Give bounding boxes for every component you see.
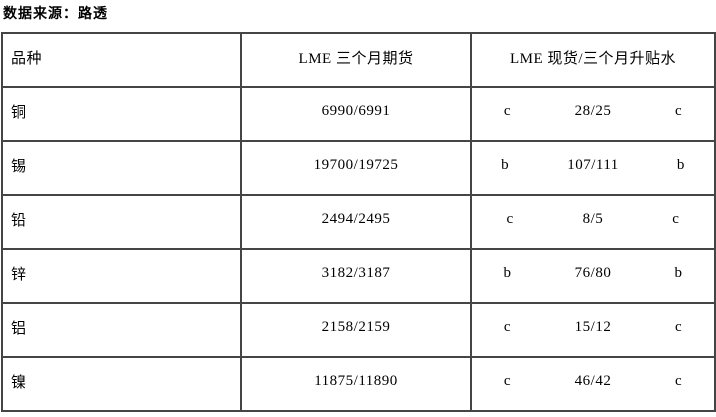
premium-cell: c 15/12 c bbox=[470, 302, 716, 358]
table-row-tin: 锡 19700/19725 b 107/111 b bbox=[1, 140, 716, 196]
premium-cell: b 76/80 b bbox=[470, 248, 716, 304]
table-row-lead: 铅 2494/2495 c 8/5 c bbox=[1, 194, 716, 250]
futures-quote: 6990/6991 bbox=[240, 86, 472, 142]
data-source-note: 数据来源：路透 bbox=[3, 7, 108, 22]
premium-wrap: c 8/5 c bbox=[472, 211, 714, 228]
flag-right: b bbox=[674, 264, 683, 281]
premium-wrap: c 46/42 c bbox=[472, 373, 714, 390]
premium-quote: 8/5 bbox=[582, 210, 604, 227]
premium-cell: b 107/111 b bbox=[470, 140, 716, 196]
premium-wrap: c 15/12 c bbox=[472, 319, 714, 336]
metal-name: 铜 bbox=[1, 86, 242, 142]
header-premium: LME 现货/三个月升贴水 bbox=[470, 32, 716, 88]
table-header-row: 品种 LME 三个月期货 LME 现货/三个月升贴水 bbox=[1, 32, 716, 88]
futures-quote: 19700/19725 bbox=[240, 140, 472, 196]
flag-right: b bbox=[676, 156, 685, 173]
flag-right: c bbox=[674, 102, 683, 119]
premium-wrap: b 76/80 b bbox=[472, 265, 714, 282]
premium-wrap: c 28/25 c bbox=[472, 103, 714, 120]
flag-left: c bbox=[506, 210, 514, 227]
table-row-nickel: 镍 11875/11890 c 46/42 c bbox=[1, 356, 716, 412]
table-row-aluminum: 铝 2158/2159 c 15/12 c bbox=[1, 302, 716, 358]
flag-left: c bbox=[503, 372, 511, 389]
metal-name: 铝 bbox=[1, 302, 242, 358]
premium-quote: 28/25 bbox=[574, 102, 612, 119]
flag-left: c bbox=[503, 102, 511, 119]
flag-right: c bbox=[672, 210, 680, 227]
futures-quote: 3182/3187 bbox=[240, 248, 472, 304]
metal-name: 铅 bbox=[1, 194, 242, 250]
header-futures: LME 三个月期货 bbox=[240, 32, 472, 88]
futures-quote: 11875/11890 bbox=[240, 356, 472, 412]
flag-right: c bbox=[674, 372, 683, 389]
metal-name: 锌 bbox=[1, 248, 242, 304]
metal-name: 锡 bbox=[1, 140, 242, 196]
flag-left: c bbox=[503, 318, 511, 335]
premium-cell: c 8/5 c bbox=[470, 194, 716, 250]
premium-quote: 76/80 bbox=[574, 264, 612, 281]
lme-price-table: 品种 LME 三个月期货 LME 现货/三个月升贴水 铜 6990/6991 c… bbox=[1, 32, 716, 412]
table-row-zinc: 锌 3182/3187 b 76/80 b bbox=[1, 248, 716, 304]
futures-quote: 2158/2159 bbox=[240, 302, 472, 358]
table-row-copper: 铜 6990/6991 c 28/25 c bbox=[1, 86, 716, 142]
flag-right: c bbox=[674, 318, 683, 335]
premium-wrap: b 107/111 b bbox=[472, 157, 714, 174]
flag-left: b bbox=[503, 264, 512, 281]
premium-quote: 107/111 bbox=[567, 156, 619, 173]
header-variety: 品种 bbox=[1, 32, 242, 88]
premium-cell: c 46/42 c bbox=[470, 356, 716, 412]
premium-quote: 46/42 bbox=[574, 372, 612, 389]
flag-left: b bbox=[501, 156, 510, 173]
metal-name: 镍 bbox=[1, 356, 242, 412]
premium-quote: 15/12 bbox=[574, 318, 612, 335]
futures-quote: 2494/2495 bbox=[240, 194, 472, 250]
premium-cell: c 28/25 c bbox=[470, 86, 716, 142]
